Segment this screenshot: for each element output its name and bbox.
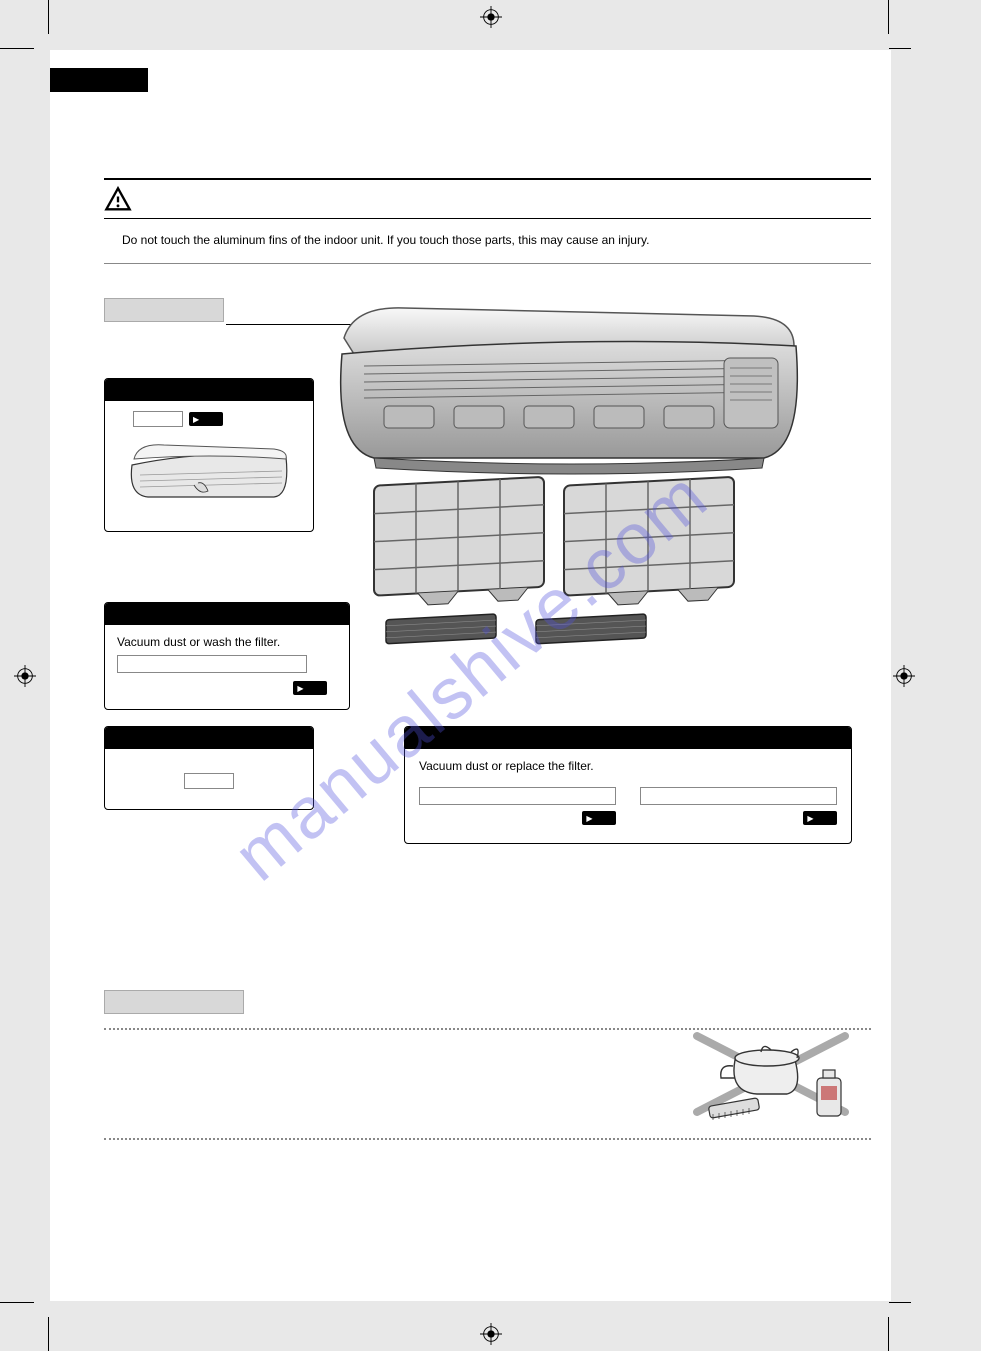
crop-mark xyxy=(889,1302,911,1303)
crop-mark xyxy=(889,48,911,49)
caution-heading xyxy=(104,186,871,214)
air-filter-callout: Vacuum dust or wash the filter. xyxy=(104,602,350,710)
callout-header xyxy=(105,727,313,749)
front-panel-callout xyxy=(104,378,314,532)
crop-mark xyxy=(48,0,49,34)
content-area: Do not touch the aluminum fins of the in… xyxy=(104,130,871,926)
registration-mark-icon xyxy=(480,6,502,28)
air-filter-instruction: Vacuum dust or wash the filter. xyxy=(117,635,337,649)
indoor-unit-label xyxy=(104,298,224,322)
dotted-divider xyxy=(104,1138,871,1140)
clean-label xyxy=(184,773,234,789)
section-tab xyxy=(50,68,148,92)
page-ref-icon xyxy=(293,681,327,695)
indoor-unit-callout xyxy=(104,726,314,810)
page-ref-icon xyxy=(189,412,223,426)
crop-mark xyxy=(0,48,34,49)
divider xyxy=(104,178,871,180)
warning-icon xyxy=(104,186,132,214)
divider xyxy=(104,263,871,264)
callout-header xyxy=(105,379,313,401)
cleaning-field xyxy=(419,787,616,805)
open-label xyxy=(133,411,183,427)
deodorizing-instruction: Vacuum dust or replace the filter. xyxy=(419,759,837,773)
deodorizing-filter-illustration xyxy=(382,612,672,652)
crop-mark xyxy=(888,1317,889,1351)
air-filter-illustration xyxy=(368,466,738,616)
crop-mark xyxy=(48,1317,49,1351)
notes-label xyxy=(104,990,244,1014)
crop-mark xyxy=(0,1302,34,1303)
interval-field xyxy=(117,655,307,673)
crop-mark xyxy=(888,0,889,34)
cleaning-caution-illustration xyxy=(679,1022,859,1122)
registration-mark-icon xyxy=(14,665,36,687)
deodorizing-callout: Vacuum dust or replace the filter. xyxy=(404,726,852,844)
diagram-area: Vacuum dust or wash the filter. xyxy=(104,306,871,926)
page-ref-icon xyxy=(582,811,616,825)
callout-header xyxy=(405,727,851,749)
replacement-field xyxy=(640,787,837,805)
divider xyxy=(104,218,871,219)
callout-header xyxy=(105,603,349,625)
page-body: Do not touch the aluminum fins of the in… xyxy=(50,50,891,1301)
warning-text: Do not touch the aluminum fins of the in… xyxy=(122,233,871,247)
registration-mark-icon xyxy=(893,665,915,687)
registration-mark-icon xyxy=(480,1323,502,1345)
page-ref-icon xyxy=(803,811,837,825)
mini-unit-illustration xyxy=(124,435,294,505)
notes-section xyxy=(104,990,871,1154)
